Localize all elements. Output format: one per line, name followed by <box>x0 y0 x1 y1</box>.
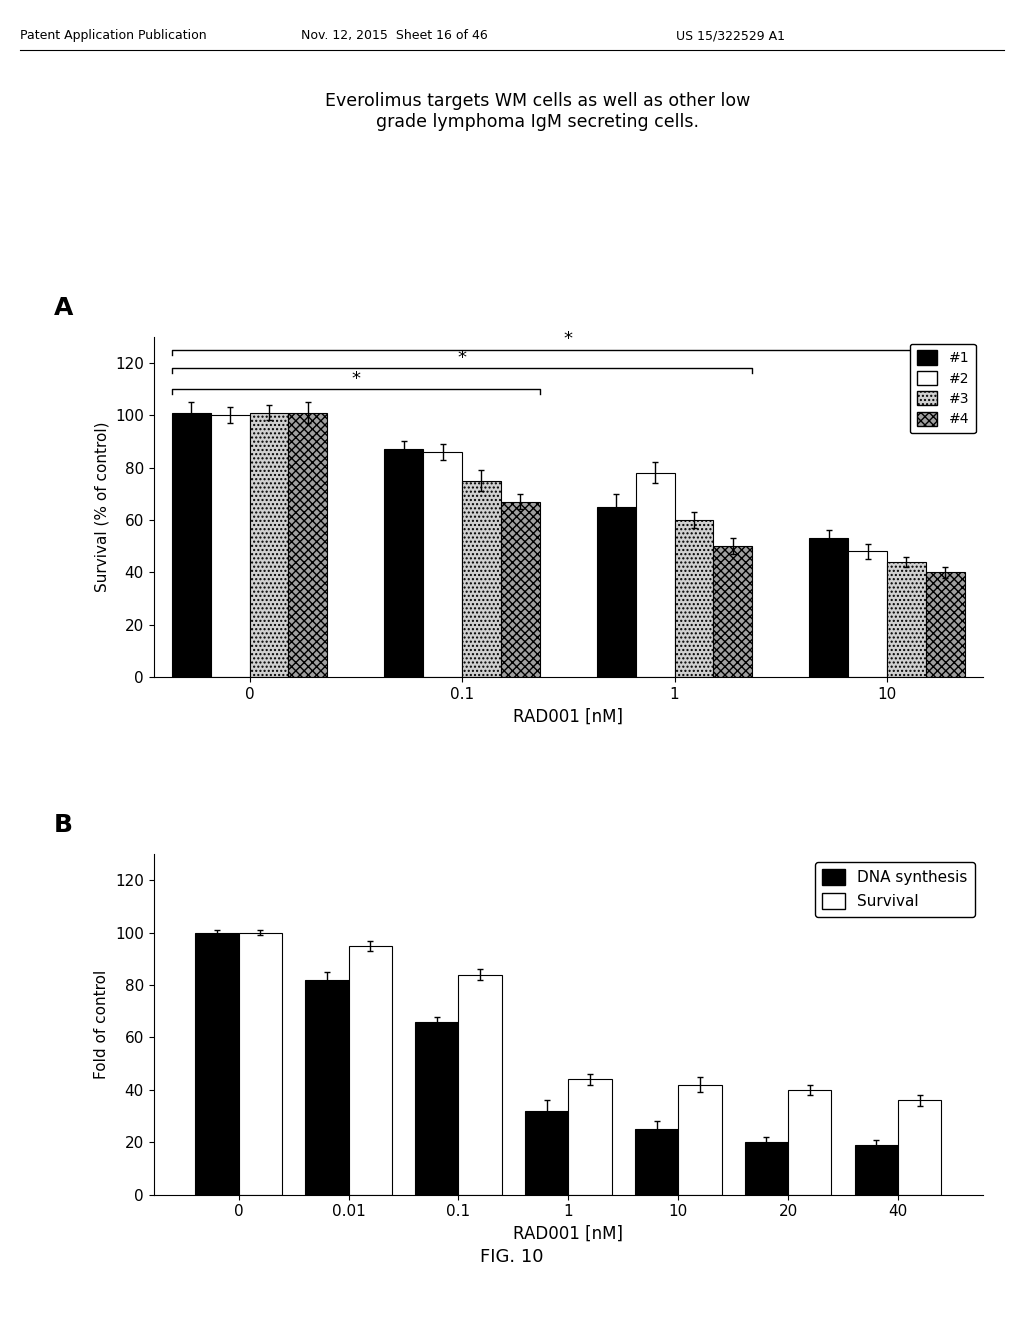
Text: *: * <box>564 330 572 348</box>
Bar <box>788 1090 831 1195</box>
Legend: DNA synthesis, Survival: DNA synthesis, Survival <box>815 862 976 916</box>
Bar <box>809 539 848 677</box>
Bar <box>172 413 211 677</box>
Bar <box>250 413 289 677</box>
Bar <box>744 1142 788 1195</box>
Bar <box>926 573 965 677</box>
Text: FIG. 10: FIG. 10 <box>480 1247 544 1266</box>
Text: *: * <box>458 348 467 367</box>
Bar <box>525 1111 568 1195</box>
Bar <box>714 546 753 677</box>
Bar <box>305 979 348 1195</box>
Bar <box>239 933 282 1195</box>
Bar <box>678 1085 722 1195</box>
X-axis label: RAD001 [nM]: RAD001 [nM] <box>513 708 624 726</box>
Bar <box>635 1129 678 1195</box>
Text: A: A <box>54 296 74 319</box>
Text: *: * <box>351 370 360 388</box>
X-axis label: RAD001 [nM]: RAD001 [nM] <box>513 1225 624 1243</box>
Bar <box>211 416 250 677</box>
Bar <box>855 1144 898 1195</box>
Bar <box>384 449 423 677</box>
Text: B: B <box>54 813 73 837</box>
Legend: #1, #2, #3, #4: #1, #2, #3, #4 <box>909 343 976 433</box>
Bar <box>848 552 887 677</box>
Y-axis label: Fold of control: Fold of control <box>94 970 110 1078</box>
Bar <box>289 413 328 677</box>
Text: Patent Application Publication: Patent Application Publication <box>20 29 207 42</box>
Bar <box>423 451 462 677</box>
Bar <box>348 946 392 1195</box>
Bar <box>415 1022 459 1195</box>
Bar <box>675 520 714 677</box>
Bar <box>568 1080 611 1195</box>
Text: Everolimus targets WM cells as well as other low
grade lymphoma IgM secreting ce: Everolimus targets WM cells as well as o… <box>325 92 751 131</box>
Text: Nov. 12, 2015  Sheet 16 of 46: Nov. 12, 2015 Sheet 16 of 46 <box>301 29 487 42</box>
Bar <box>597 507 636 677</box>
Bar <box>196 933 239 1195</box>
Bar <box>898 1101 941 1195</box>
Bar <box>887 562 926 677</box>
Text: US 15/322529 A1: US 15/322529 A1 <box>676 29 784 42</box>
Bar <box>459 974 502 1195</box>
Bar <box>501 502 540 677</box>
Y-axis label: Survival (% of control): Survival (% of control) <box>94 421 110 593</box>
Bar <box>636 473 675 677</box>
Bar <box>462 480 501 677</box>
